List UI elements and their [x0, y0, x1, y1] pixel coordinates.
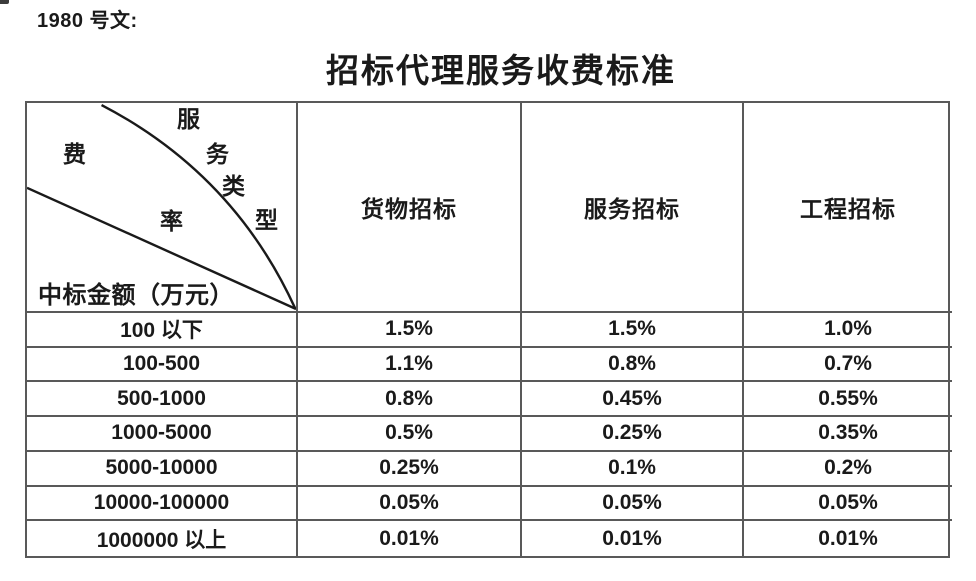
table-cell: 1.0% — [744, 313, 952, 348]
row-label: 100-500 — [27, 347, 298, 383]
corner-service-char-3: 类 — [222, 174, 245, 199]
table-cell: 1.1% — [298, 347, 522, 383]
row-label: 5000-10000 — [27, 451, 298, 487]
table-cell: 0.8% — [522, 347, 744, 383]
corner-service-char-4: 型 — [255, 208, 278, 233]
table-cell: 0.05% — [522, 486, 744, 522]
table-cell: 0.05% — [298, 486, 522, 522]
table-cell: 0.01% — [522, 521, 744, 556]
table-cell: 0.1% — [522, 451, 744, 487]
table-cell: 0.05% — [744, 487, 952, 522]
table-cell: 0.45% — [522, 382, 744, 418]
corner-service-char-1: 服 — [177, 107, 200, 132]
table-cell: 0.7% — [744, 348, 952, 383]
page-title: 招标代理服务收费标准 — [326, 54, 676, 90]
table-cell: 1.5% — [522, 313, 744, 348]
fee-standard-table: 费 率 服 务 类 型 中标金额（万元） 货物招标 服务招标 工程招标 100 … — [25, 101, 952, 558]
row-label: 1000-5000 — [27, 417, 298, 452]
table-cell: 0.35% — [744, 417, 952, 452]
corner-fee-char-1: 费 — [63, 142, 86, 167]
corner-service-char-2: 务 — [206, 142, 229, 167]
document-reference: 1980 号文: — [37, 10, 138, 32]
row-label: 10000-100000 — [27, 486, 298, 522]
table-cell: 0.8% — [298, 382, 522, 418]
scan-edge-artifact — [0, 0, 9, 4]
column-header-services: 服务招标 — [522, 103, 744, 313]
table-cell: 0.55% — [744, 382, 952, 418]
row-label: 100 以下 — [27, 313, 298, 348]
table-cell: 0.25% — [522, 417, 744, 452]
row-label: 500-1000 — [27, 382, 298, 418]
table-cell: 0.2% — [744, 452, 952, 487]
column-header-engineering: 工程招标 — [744, 103, 952, 313]
corner-fee-char-2: 率 — [160, 209, 183, 234]
table-cell: 0.01% — [818, 526, 878, 550]
table-cell: 0.01% — [298, 521, 522, 556]
table-cell: 0.5% — [298, 417, 522, 452]
amount-axis-label: 中标金额（万元） — [38, 283, 234, 309]
row-label: 1000000 以上 — [27, 521, 298, 556]
diagonal-split-lines — [27, 103, 296, 311]
table-cell: 1.5% — [298, 313, 522, 348]
column-header-goods: 货物招标 — [298, 103, 522, 313]
table-cell: 0.25% — [298, 451, 522, 487]
diagonal-header-cell: 费 率 服 务 类 型 中标金额（万元） — [27, 103, 298, 313]
